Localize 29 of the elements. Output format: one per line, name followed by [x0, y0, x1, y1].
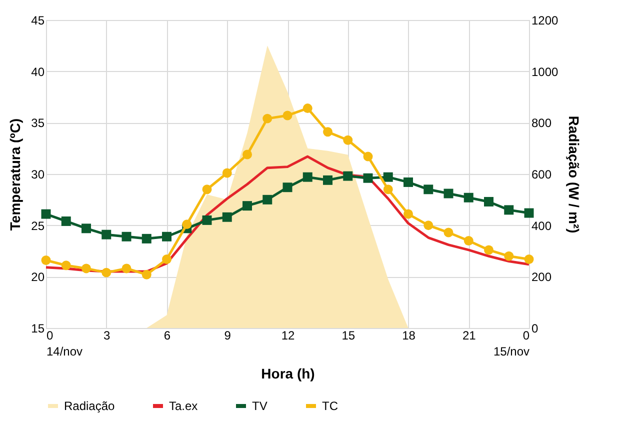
y2-tick-label: 1200: [532, 14, 559, 28]
x-tick-label: 12: [281, 328, 295, 342]
legend-label: TV: [252, 399, 268, 413]
y-tick-label: 40: [31, 64, 45, 79]
legend-label: TC: [322, 399, 338, 413]
y2-tick-label: 600: [532, 168, 552, 182]
x-tick-label: 6: [164, 328, 171, 342]
y-axis-title: Temperatura (ºC): [7, 118, 24, 231]
x-axis-title: Hora (h): [261, 366, 315, 382]
x-tick-label: 18: [402, 328, 416, 342]
x-tick-label: 3: [104, 328, 111, 342]
y-tick-label: 20: [31, 270, 45, 284]
x-tick-label: 0 15/nov: [493, 328, 530, 358]
y-tick-label: 25: [31, 218, 45, 233]
x-tick-label: 9: [224, 328, 232, 342]
y2-tick-label: 400: [532, 218, 552, 233]
y2-tick-label: 1000: [532, 64, 559, 79]
legend-label: Ta.ex: [169, 399, 198, 413]
x-tick-label: 21: [462, 328, 476, 342]
y2-tick-label: 200: [532, 270, 552, 284]
legend-label: Radiação: [64, 399, 116, 413]
x-tick-label: 15: [342, 328, 356, 342]
x-tick-label: 0 14/nov: [46, 328, 83, 358]
y2-axis-title: Radiação (W / m²): [566, 116, 582, 234]
y-tick-label: 30: [31, 168, 45, 182]
y2-tick-label: 800: [532, 116, 552, 130]
y-tick-label: 35: [31, 116, 45, 130]
y2-tick-label: 0: [532, 322, 538, 336]
y-tick-label: 45: [31, 14, 45, 28]
